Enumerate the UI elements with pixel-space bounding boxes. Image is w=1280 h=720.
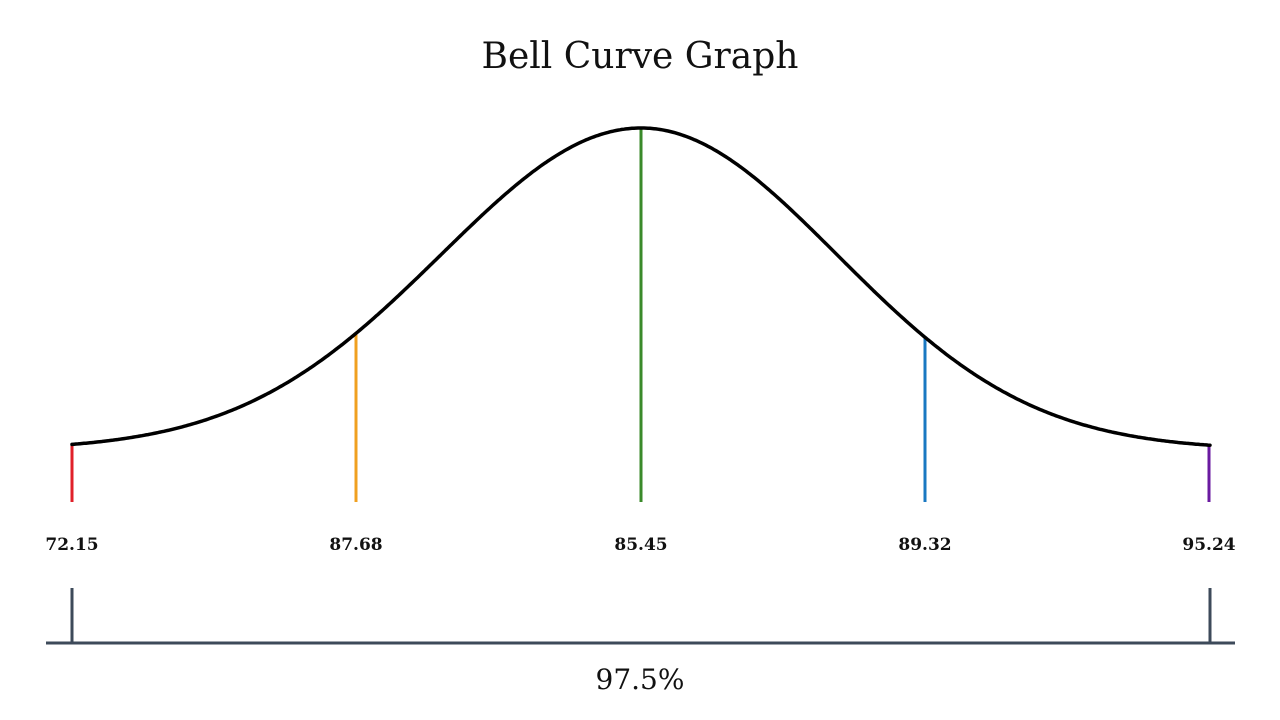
- marker-label-2: 87.68: [329, 535, 382, 555]
- marker-label-4: 89.32: [898, 535, 951, 555]
- tick-labels: 72.15 87.68 85.45 89.32 95.24: [45, 535, 1235, 555]
- chart-title: Bell Curve Graph: [481, 36, 799, 77]
- range-label: 97.5%: [596, 663, 685, 696]
- marker-lines: [70, 128, 1211, 502]
- bell-curve-line: [70, 126, 1212, 447]
- marker-label-1: 72.15: [45, 535, 98, 555]
- marker-label-5: 95.24: [1182, 535, 1235, 555]
- marker-label-3: 85.45: [614, 535, 667, 555]
- range-bracket: 97.5%: [46, 588, 1235, 696]
